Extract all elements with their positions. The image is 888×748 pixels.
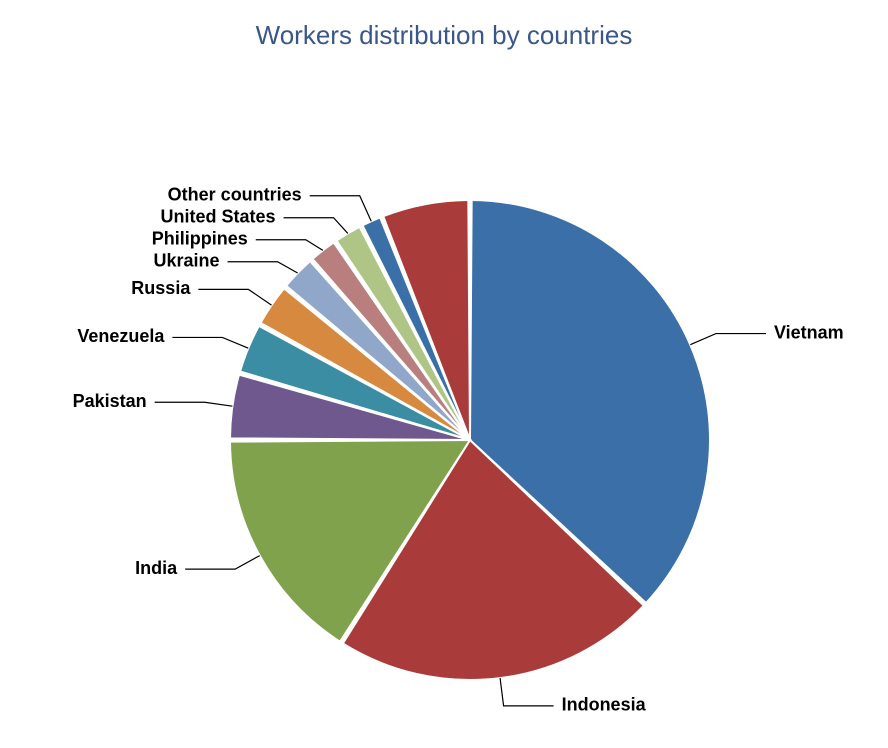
leader-line	[185, 556, 260, 569]
slice-label: Pakistan	[73, 391, 147, 411]
slice-label: United States	[161, 206, 276, 226]
slice-label: India	[135, 558, 178, 578]
slice-label: Other countries	[168, 184, 302, 204]
leader-line	[172, 337, 248, 348]
slice-label: Philippines	[152, 228, 248, 248]
leader-line	[198, 289, 271, 305]
slice-label: Vietnam	[774, 322, 844, 342]
slice-label: Venezuela	[77, 326, 165, 346]
pie-chart: Vietnam Indonesia India Pakistan Venezuela Ru…	[0, 0, 888, 748]
slice-label: Ukraine	[153, 250, 219, 270]
leader-line	[284, 218, 348, 234]
slice-label: Indonesia	[562, 695, 647, 715]
leader-line	[228, 262, 298, 273]
leader-line	[155, 402, 233, 406]
leader-line	[500, 678, 554, 706]
chart-container: Workers distribution by countries Vietna…	[0, 0, 888, 748]
slice-label: Russia	[131, 278, 191, 298]
leader-line	[256, 240, 323, 251]
leader-line	[690, 334, 766, 345]
